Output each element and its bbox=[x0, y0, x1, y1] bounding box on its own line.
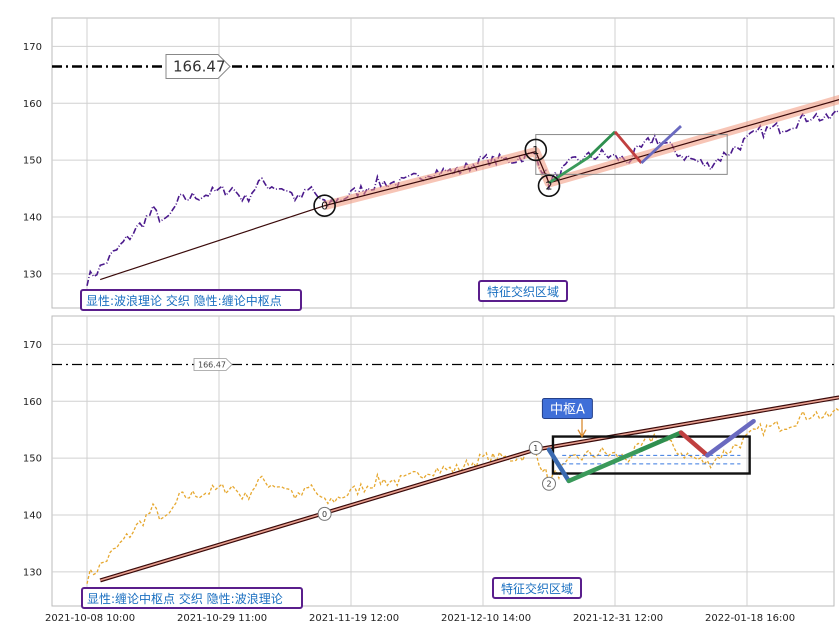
y-tick-label: 170 bbox=[23, 42, 42, 53]
tag-box-right bbox=[492, 577, 582, 599]
pivot-node-label: 0 bbox=[322, 510, 327, 519]
y-tick-label: 170 bbox=[23, 340, 42, 351]
wave-node-label: 0 bbox=[321, 200, 328, 213]
reference-label-box bbox=[193, 358, 233, 371]
consolidation-box bbox=[535, 134, 728, 175]
y-tick-label: 130 bbox=[23, 269, 42, 280]
pivot-wave-segment bbox=[678, 430, 710, 458]
x-tick-label: 2021-12-10 14:00 bbox=[441, 613, 531, 624]
plot-frame bbox=[51, 315, 835, 607]
pivot-wave-segment bbox=[566, 447, 644, 484]
y-tick-label: 160 bbox=[23, 397, 42, 408]
pivot-node-circle bbox=[528, 440, 543, 455]
tag-box-right bbox=[478, 280, 568, 302]
pivot-node-circle bbox=[317, 506, 332, 521]
bottom-panel: 130140150160170166.47中枢A中枢B0123412显性:缠论中… bbox=[23, 315, 839, 609]
tag-label-left: 显性:波浪理论 交织 隐性:缠论中枢点 bbox=[86, 293, 282, 308]
wave-node-circle bbox=[524, 138, 548, 162]
pivot-node-label: 2 bbox=[546, 480, 551, 489]
pivot-wave-segment bbox=[705, 418, 756, 458]
y-tick-label: 130 bbox=[23, 567, 42, 578]
x-tick-label: 2021-10-29 11:00 bbox=[177, 613, 267, 624]
y-tick-label: 160 bbox=[23, 99, 42, 110]
wave-segment bbox=[587, 130, 616, 159]
callout-label: 中枢A bbox=[550, 402, 585, 417]
callout-box bbox=[541, 397, 593, 419]
wave-segment bbox=[548, 156, 590, 185]
reference-label: 166.47 bbox=[173, 58, 226, 76]
trend-line bbox=[324, 98, 839, 207]
pivot-node-circle bbox=[542, 476, 556, 491]
wave-segment bbox=[640, 125, 682, 165]
reference-label: 166.47 bbox=[198, 361, 226, 370]
x-tick-label: 2021-10-08 10:00 bbox=[45, 613, 135, 624]
callout-arrowhead bbox=[577, 429, 587, 438]
y-tick-label: 140 bbox=[23, 511, 42, 522]
wave-segment bbox=[613, 130, 643, 164]
pivot-wave-segment bbox=[546, 447, 572, 484]
wave-node-label: 1 bbox=[532, 144, 539, 157]
tag-box-left bbox=[81, 587, 303, 609]
x-tick-label: 2021-12-31 12:00 bbox=[573, 613, 663, 624]
pivot-node-label: 1 bbox=[533, 444, 538, 453]
y-tick-label: 150 bbox=[23, 454, 42, 465]
reference-label-box bbox=[165, 54, 231, 80]
y-tick-label: 150 bbox=[23, 156, 42, 167]
wave-node-circle bbox=[537, 174, 561, 198]
x-tick-label: 2021-11-19 12:00 bbox=[309, 613, 399, 624]
wave-node-circle bbox=[313, 194, 336, 217]
tag-label-right: 特征交织区域 bbox=[501, 581, 573, 596]
x-tick-label: 2022-01-18 16:00 bbox=[705, 613, 795, 624]
y-tick-label: 140 bbox=[23, 213, 42, 224]
tag-label-right: 特征交织区域 bbox=[487, 284, 559, 299]
pivot-wave-segment bbox=[639, 430, 684, 452]
trend-line bbox=[100, 205, 325, 281]
wave-node-label: 2 bbox=[546, 180, 553, 193]
tag-box-left bbox=[80, 289, 302, 311]
tag-label-left: 显性:缠论中枢点 交织 隐性:波浪理论 bbox=[87, 591, 283, 606]
trend-line-inner bbox=[99, 396, 839, 582]
price-series-line bbox=[86, 407, 839, 584]
